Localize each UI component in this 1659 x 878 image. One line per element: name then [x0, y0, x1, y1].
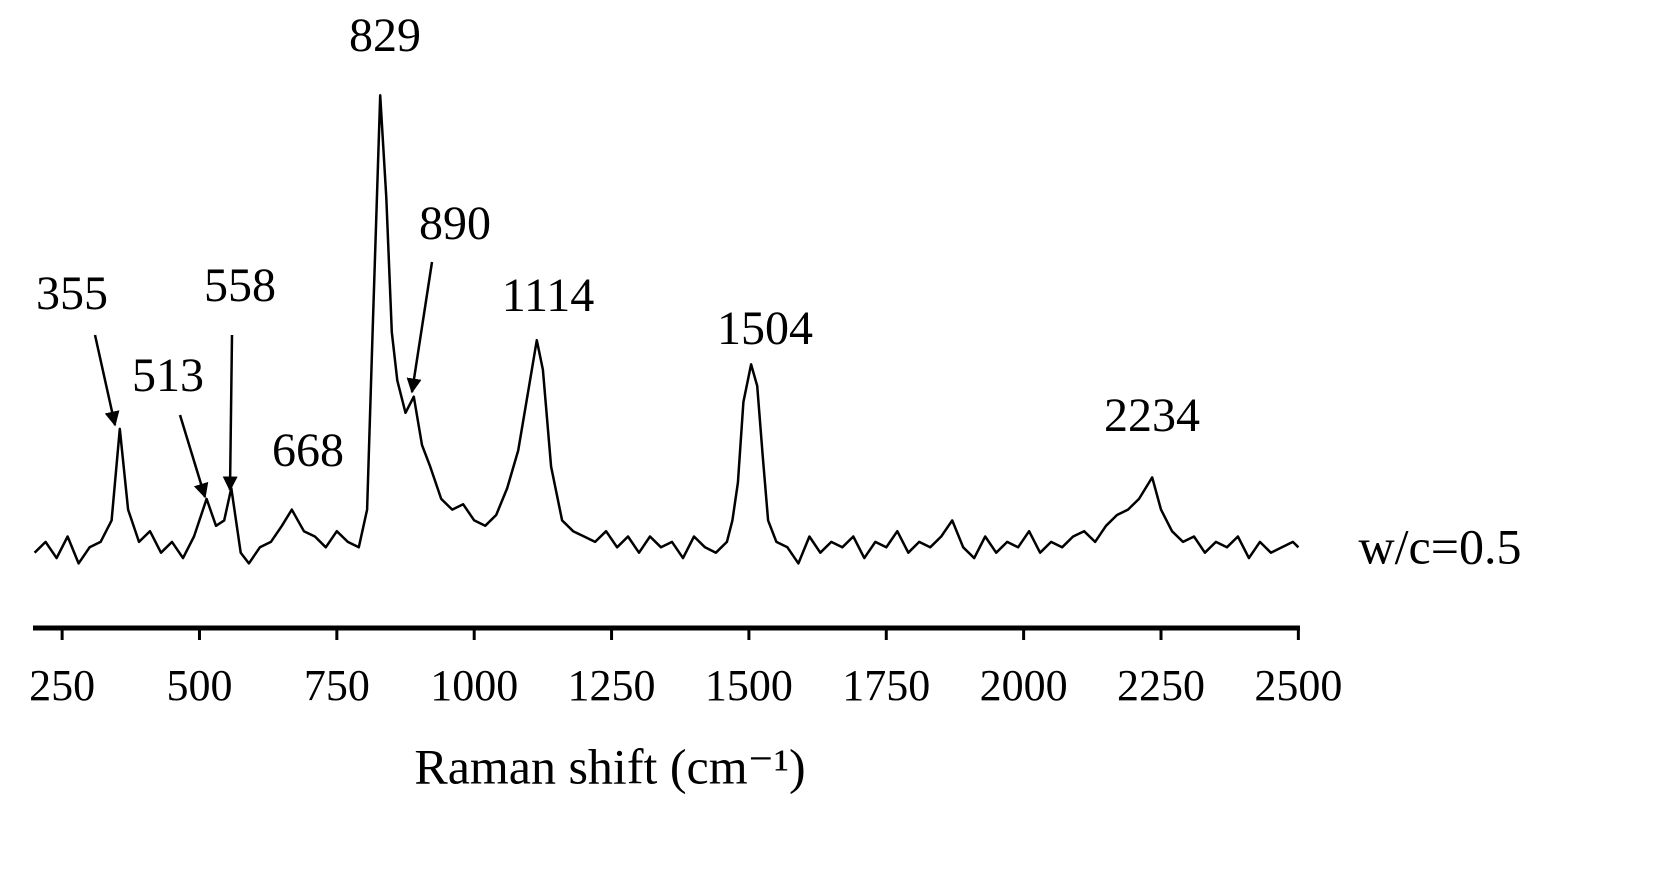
peak-label: 513	[132, 349, 204, 402]
peak-label: 2234	[1104, 389, 1200, 442]
peak-label: 1114	[502, 269, 594, 322]
peak-label: 558	[204, 259, 276, 312]
series-label: w/c=0.5	[1359, 518, 1522, 574]
peak-label: 829	[349, 9, 421, 62]
x-tick-label: 1750	[842, 661, 930, 710]
peak-label: 1504	[717, 302, 813, 355]
x-tick-label: 500	[166, 661, 232, 710]
peak-label: 668	[272, 424, 344, 477]
spectrum-line	[33, 94, 1300, 565]
peak-label: 355	[36, 267, 108, 320]
x-tick-label: 2500	[1254, 661, 1342, 710]
peak-arrow	[222, 334, 238, 492]
x-tick-label: 1000	[430, 661, 518, 710]
x-tick-label: 750	[304, 661, 370, 710]
x-tick-label: 1500	[705, 661, 793, 710]
peak-arrow	[93, 334, 120, 427]
x-axis-title: Raman shift (cm⁻¹)	[414, 738, 805, 794]
x-tick-label: 2000	[980, 661, 1068, 710]
x-tick-label: 1250	[568, 661, 656, 710]
peak-arrow	[178, 414, 209, 499]
x-tick-label: 250	[29, 661, 95, 710]
peak-label: 890	[419, 197, 491, 250]
x-tick-label: 2250	[1117, 661, 1205, 710]
peak-arrow	[406, 261, 434, 394]
